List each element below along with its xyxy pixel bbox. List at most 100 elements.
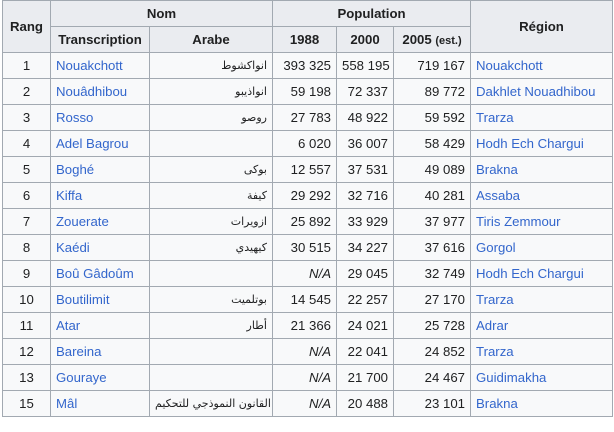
- arabe-cell: أطار: [149, 312, 273, 339]
- pop-2005-cell: 49 089: [392, 156, 472, 183]
- transcription-link[interactable]: Gouraye: [56, 370, 107, 385]
- pop-2005-cell: 40 281: [392, 182, 472, 209]
- transcription-cell: Zouerate: [50, 208, 150, 235]
- pop-1988-cell: 14 545: [272, 286, 337, 313]
- header-transcription: Transcription: [50, 26, 150, 53]
- region-link[interactable]: Gorgol: [476, 240, 516, 255]
- table-row: 6 Kiffa كيفة 29 292 32 716 40 281 Assaba: [2, 182, 614, 209]
- pop-2005-cell: 719 167: [392, 52, 472, 79]
- region-link[interactable]: Brakna: [476, 162, 518, 177]
- pop-1988-cell: 25 892: [272, 208, 337, 235]
- transcription-link[interactable]: Boghé: [56, 162, 95, 177]
- pop-2000-cell: 29 045: [336, 260, 394, 287]
- region-link[interactable]: Guidimakha: [476, 370, 547, 385]
- region-cell: Hodh Ech Chargui: [470, 260, 614, 287]
- region-link[interactable]: Hodh Ech Chargui: [476, 266, 584, 281]
- region-cell: Trarza: [470, 104, 614, 131]
- transcription-link[interactable]: Boû Gâdoûm: [56, 266, 134, 281]
- header-region: Région: [470, 0, 614, 53]
- table-row: 2 Nouâdhibou انواذيبو 59 198 72 337 89 772 Dak…: [2, 78, 614, 105]
- pop-2000-cell: 20 488: [336, 390, 394, 417]
- arabe-cell: بوتلميت: [149, 286, 273, 313]
- region-cell: Adrar: [470, 312, 614, 339]
- arabe-cell: بوكى: [149, 156, 273, 183]
- pop-2005-cell: 27 170: [392, 286, 472, 313]
- arabe-cell: ازويرات: [149, 208, 273, 235]
- transcription-link[interactable]: Kaédi: [56, 240, 90, 255]
- population-table: Rang Nom Population Région Transcription…: [2, 0, 614, 417]
- transcription-cell: Rosso: [50, 104, 150, 131]
- rang-cell: 5: [2, 156, 51, 183]
- transcription-cell: Mâl: [50, 390, 150, 417]
- arabe-cell: كيفة: [149, 182, 273, 209]
- transcription-link[interactable]: Atar: [56, 318, 81, 333]
- transcription-link[interactable]: Boutilimit: [56, 292, 110, 307]
- pop-2005-cell: 23 101: [392, 390, 472, 417]
- pop-2000-cell: 37 531: [336, 156, 394, 183]
- rang-cell: 3: [2, 104, 51, 131]
- transcription-cell: Kiffa: [50, 182, 150, 209]
- pop-2000-cell: 22 041: [336, 338, 394, 365]
- region-link[interactable]: Trarza: [476, 292, 514, 307]
- header-2005-year: 2005: [402, 32, 432, 47]
- pop-2005-cell: 24 467: [392, 364, 472, 391]
- region-link[interactable]: Tiris Zemmour: [476, 214, 561, 229]
- table-row: 7 Zouerate ازويرات 25 892 33 929 37 977 Tiris …: [2, 208, 614, 235]
- region-link[interactable]: Brakna: [476, 396, 518, 411]
- arabe-cell: القانون النموذجي للتحكيم: [149, 390, 273, 417]
- transcription-link[interactable]: Nouâdhibou: [56, 84, 128, 99]
- pop-2005-cell: 25 728: [392, 312, 472, 339]
- region-link[interactable]: Hodh Ech Chargui: [476, 136, 584, 151]
- region-link[interactable]: Nouakchott: [476, 58, 543, 73]
- transcription-link[interactable]: Adel Bagrou: [56, 136, 129, 151]
- region-link[interactable]: Assaba: [476, 188, 521, 203]
- arabe-cell: روصو: [149, 104, 273, 131]
- header-nom: Nom: [50, 0, 273, 27]
- region-link[interactable]: Trarza: [476, 110, 514, 125]
- rang-cell: 9: [2, 260, 51, 287]
- arabe-cell: انواكشوط: [149, 52, 273, 79]
- pop-2000-cell: 36 007: [336, 130, 394, 157]
- transcription-link[interactable]: Zouerate: [56, 214, 109, 229]
- rang-cell: 6: [2, 182, 51, 209]
- transcription-link[interactable]: Bareina: [56, 344, 102, 359]
- transcription-link[interactable]: Mâl: [56, 396, 78, 411]
- arabe-cell: [149, 364, 273, 391]
- rang-cell: 11: [2, 312, 51, 339]
- transcription-cell: Boghé: [50, 156, 150, 183]
- rang-cell: 15: [2, 390, 51, 417]
- pop-1988-cell: 21 366: [272, 312, 337, 339]
- transcription-cell: Bareina: [50, 338, 150, 365]
- table-row: 10 Boutilimit بوتلميت 14 545 22 257 27 170 Tra…: [2, 286, 614, 313]
- transcription-cell: Nouakchott: [50, 52, 150, 79]
- arabe-cell: [149, 130, 273, 157]
- region-link[interactable]: Dakhlet Nouadhibou: [476, 84, 596, 99]
- region-cell: Hodh Ech Chargui: [470, 130, 614, 157]
- rang-cell: 1: [2, 52, 51, 79]
- transcription-cell: Adel Bagrou: [50, 130, 150, 157]
- arabe-cell: انواذيبو: [149, 78, 273, 105]
- pop-1988-cell: N/A: [272, 260, 337, 287]
- pop-1988-cell: N/A: [272, 390, 337, 417]
- pop-2005-cell: 59 592: [392, 104, 472, 131]
- pop-2000-cell: 32 716: [336, 182, 394, 209]
- region-cell: Tiris Zemmour: [470, 208, 614, 235]
- transcription-link[interactable]: Kiffa: [56, 188, 83, 203]
- header-2000: 2000: [336, 26, 394, 53]
- pop-2000-cell: 22 257: [336, 286, 394, 313]
- region-link[interactable]: Trarza: [476, 344, 514, 359]
- transcription-cell: Gouraye: [50, 364, 150, 391]
- region-cell: Gorgol: [470, 234, 614, 261]
- transcription-link[interactable]: Nouakchott: [56, 58, 123, 73]
- pop-2005-cell: 37 977: [392, 208, 472, 235]
- transcription-link[interactable]: Rosso: [56, 110, 94, 125]
- pop-1988-cell: 27 783: [272, 104, 337, 131]
- rang-cell: 10: [2, 286, 51, 313]
- pop-1988-cell: 393 325: [272, 52, 337, 79]
- region-link[interactable]: Adrar: [476, 318, 509, 333]
- header-1988: 1988: [272, 26, 337, 53]
- transcription-cell: Nouâdhibou: [50, 78, 150, 105]
- pop-1988-cell: N/A: [272, 364, 337, 391]
- pop-2000-cell: 48 922: [336, 104, 394, 131]
- table-row: 15 Mâl القانون النموذجي للتحكيم N/A 20 488 23…: [2, 390, 614, 417]
